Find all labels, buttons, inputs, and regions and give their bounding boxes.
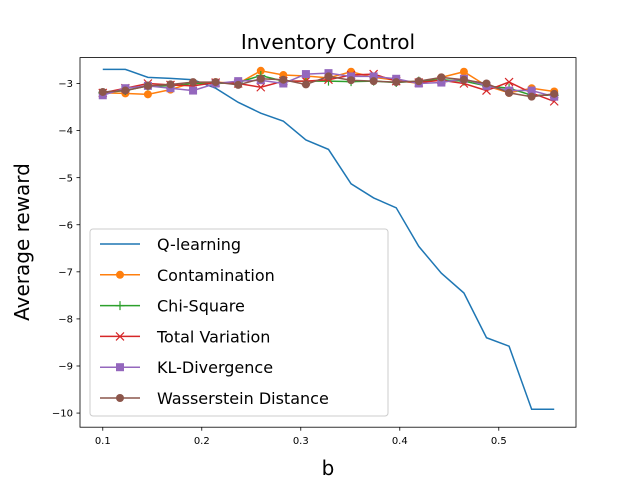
data-point [459, 75, 468, 84]
x-tick-label: 0.5 [491, 436, 507, 447]
x-tick-label: 0.3 [293, 436, 309, 447]
data-point [143, 81, 152, 90]
y-tick-label: −5 [58, 173, 73, 184]
data-point [505, 88, 514, 97]
y-tick-label: −7 [58, 267, 73, 278]
x-tick-label: 0.2 [194, 436, 210, 447]
y-tick-label: −4 [58, 126, 73, 137]
data-point [437, 78, 446, 87]
legend-item: KL-Divergence [100, 358, 273, 377]
x-tick-label: 0.1 [95, 436, 111, 447]
data-point [459, 67, 468, 76]
legend-marker [115, 301, 125, 311]
data-point [369, 77, 378, 86]
legend-label: Total Variation [156, 327, 270, 346]
data-point [279, 75, 288, 84]
series-q-learning [102, 68, 555, 411]
data-point [347, 76, 356, 85]
y-tick-label: −10 [52, 409, 73, 420]
legend-item: Contamination [100, 266, 275, 285]
data-point [256, 82, 266, 92]
data-point [256, 66, 265, 75]
legend-item: Q-learning [100, 235, 241, 254]
legend-item: Wasserstein Distance [100, 389, 329, 408]
legend: Q-learning Contamination Chi-Square Total V… [89, 228, 389, 417]
data-point [256, 74, 265, 83]
plot-area-frame [79, 57, 577, 428]
legend-marker [116, 394, 124, 402]
series-line [102, 68, 555, 411]
data-point [482, 79, 491, 88]
x-tick-label: 0.4 [392, 436, 408, 447]
legend-item: Total Variation [100, 327, 270, 346]
y-tick-label: −3 [58, 79, 73, 90]
data-point [143, 90, 152, 99]
y-axis-label: Average reward [10, 163, 34, 321]
data-point [166, 80, 175, 89]
data-point [527, 86, 536, 95]
data-point [369, 72, 378, 81]
legend-marker [116, 363, 124, 372]
data-point [414, 77, 423, 86]
data-point [234, 80, 243, 89]
data-point [189, 78, 198, 87]
legend-box [89, 228, 389, 417]
data-point [121, 86, 130, 95]
legend-label: Q-learning [157, 235, 241, 254]
data-point [189, 86, 198, 95]
chart-title: Inventory Control [241, 30, 415, 54]
data-point [324, 72, 333, 81]
legend-label: Chi-Square [157, 297, 245, 316]
data-point [98, 87, 107, 96]
data-point [392, 78, 401, 87]
y-tick-label: −8 [58, 315, 73, 326]
legend-label: Wasserstein Distance [157, 389, 329, 408]
data-point [504, 77, 514, 87]
legend-label: Contamination [157, 266, 275, 285]
x-axis-label: b [322, 456, 335, 480]
data-point [301, 80, 310, 89]
data-point [211, 78, 220, 87]
y-tick-label: −6 [58, 220, 73, 231]
data-point [527, 92, 536, 101]
data-point [301, 70, 310, 79]
legend-marker [116, 270, 124, 279]
series-wasserstein-distance [98, 72, 559, 101]
data-point [437, 73, 446, 82]
y-tick-label: −9 [58, 362, 73, 373]
legend-marker [115, 331, 125, 341]
legend-label: KL-Divergence [157, 358, 273, 377]
legend-item: Chi-Square [100, 297, 245, 316]
data-point [550, 89, 559, 98]
